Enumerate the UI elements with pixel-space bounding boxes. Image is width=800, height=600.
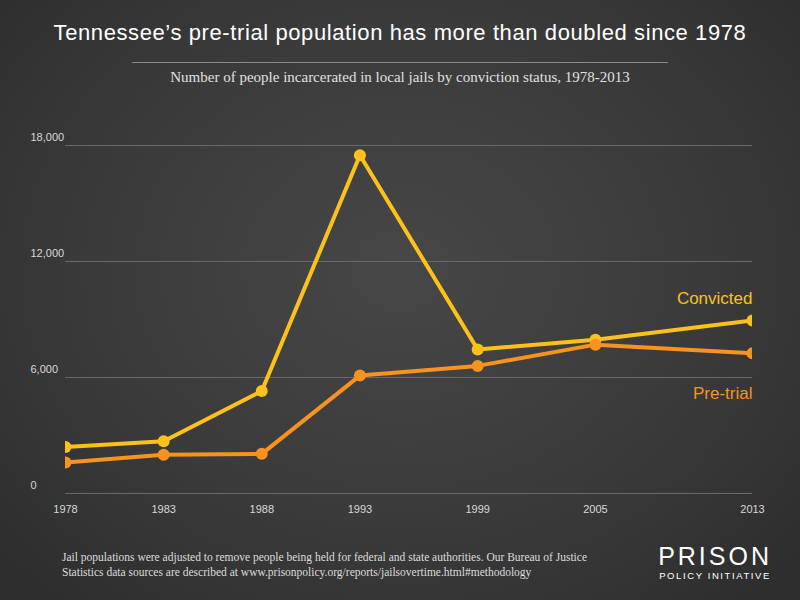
html-text:PRISON: PRISON: [658, 542, 772, 570]
svg-text:Pre-trial: Pre-trial: [693, 384, 753, 403]
svg-text:0: 0: [31, 479, 37, 491]
html-text:Number of people incarcerated: Number of people incarcerated in local j…: [170, 69, 630, 85]
svg-text:2005: 2005: [583, 503, 607, 515]
svg-text:1993: 1993: [348, 503, 372, 515]
svg-text:12,000: 12,000: [31, 247, 65, 259]
html-text:Jail populations were adjusted: Jail populations were adjusted to remove…: [62, 551, 587, 563]
svg-text:6,000: 6,000: [31, 363, 59, 375]
svg-text:Convicted: Convicted: [677, 289, 753, 308]
svg-text:18,000: 18,000: [31, 131, 65, 143]
html-text:Statistics data sources are de: Statistics data sources are described at…: [62, 566, 532, 578]
html-text:POLICY INITIATIVE: POLICY INITIATIVE: [659, 570, 771, 581]
svg-text:1988: 1988: [250, 503, 274, 515]
svg-text:1978: 1978: [53, 503, 77, 515]
html-text:Tennessee’s pre-trial populati: Tennessee’s pre-trial population has mor…: [53, 20, 747, 45]
svg-text:1983: 1983: [151, 503, 175, 515]
svg-text:2013: 2013: [740, 503, 764, 515]
svg-text:1999: 1999: [465, 503, 489, 515]
